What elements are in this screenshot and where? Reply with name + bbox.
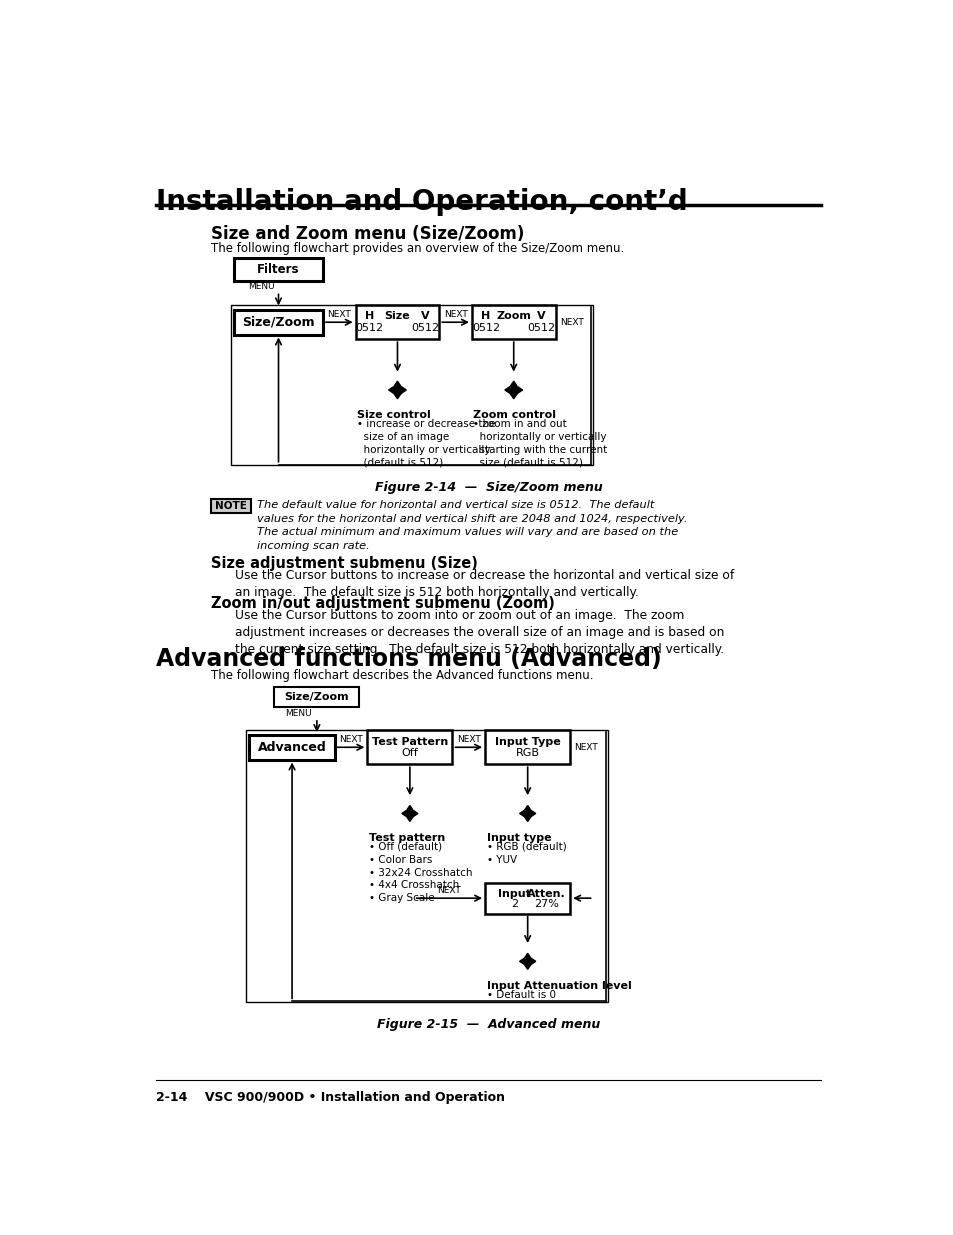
Polygon shape [401,387,406,394]
Text: Input Type: Input Type [495,737,560,747]
Text: Size/Zoom: Size/Zoom [242,316,314,329]
Polygon shape [517,387,522,394]
Text: Figure 2-15  —  Advanced menu: Figure 2-15 — Advanced menu [376,1018,600,1030]
Text: V: V [420,311,429,321]
Text: Size: Size [384,311,410,321]
Polygon shape [519,810,524,816]
Text: Size/Zoom: Size/Zoom [284,692,349,703]
Text: Input type: Input type [486,832,551,842]
Text: • Default is 0: • Default is 0 [486,989,555,1000]
Bar [246,730,607,1002]
Bar [524,958,530,965]
Text: MENU: MENU [248,282,274,291]
Text: 27%: 27% [534,899,558,909]
Text: NEXT: NEXT [327,310,351,319]
Text: 0512: 0512 [411,324,439,333]
Bar [472,305,555,340]
Text: Input: Input [497,888,531,899]
Text: NEXT: NEXT [338,735,362,745]
Polygon shape [524,965,530,969]
Polygon shape [531,810,536,816]
Text: • zoom in and out
  horizontally or vertically
  starting with the current
  siz: • zoom in and out horizontally or vertic… [473,419,607,468]
Polygon shape [510,382,517,387]
Text: The default value for horizontal and vertical size is 0512.  The default
values : The default value for horizontal and ver… [257,500,687,551]
Polygon shape [524,953,530,958]
Bar [211,499,251,514]
Polygon shape [504,387,510,394]
Text: Size adjustment submenu (Size): Size adjustment submenu (Size) [211,556,477,572]
Text: Size control: Size control [356,410,431,420]
Polygon shape [413,810,417,816]
Bar [231,305,592,466]
Text: • increase or decrease the
  size of an image
  horizontally or vertically
  (de: • increase or decrease the size of an im… [356,419,496,468]
Bar [274,687,359,708]
Text: Zoom: Zoom [496,311,531,321]
Text: Advanced functions menu (Advanced): Advanced functions menu (Advanced) [156,647,661,671]
Text: • Off (default)
• Color Bars
• 32x24 Crosshatch
• 4x4 Crosshatch
• Gray Scale: • Off (default) • Color Bars • 32x24 Cro… [369,842,472,903]
Polygon shape [401,810,406,816]
Bar [394,387,400,393]
Text: Test Pattern: Test Pattern [372,737,448,747]
Bar [367,730,452,764]
Text: NEXT: NEXT [574,742,598,752]
Text: Input Attenuation level: Input Attenuation level [486,981,631,990]
Text: • RGB (default)
• YUV: • RGB (default) • YUV [486,842,566,864]
Text: MENU: MENU [285,709,312,718]
Polygon shape [388,387,394,394]
Text: V: V [537,311,545,321]
Bar [484,883,570,914]
Bar [249,735,335,760]
Polygon shape [519,958,524,965]
Polygon shape [531,958,536,965]
Text: 0512: 0512 [355,324,383,333]
Text: 2: 2 [511,899,517,909]
Text: Use the Cursor buttons to zoom into or zoom out of an image.  The zoom
adjustmen: Use the Cursor buttons to zoom into or z… [235,609,724,657]
Text: 2-14    VSC 900/900D • Installation and Operation: 2-14 VSC 900/900D • Installation and Ope… [156,1091,505,1104]
Text: Advanced: Advanced [257,741,326,753]
Text: RGB: RGB [516,747,539,757]
Text: Size and Zoom menu (Size/Zoom): Size and Zoom menu (Size/Zoom) [211,225,523,243]
Text: H: H [365,311,374,321]
Text: Installation and Operation, cont’d: Installation and Operation, cont’d [156,188,687,216]
Text: The following flowchart provides an overview of the Size/Zoom menu.: The following flowchart provides an over… [211,242,623,256]
Text: Use the Cursor buttons to increase or decrease the horizontal and vertical size : Use the Cursor buttons to increase or de… [235,569,734,599]
Text: Test pattern: Test pattern [369,832,445,842]
Text: NEXT: NEXT [437,885,461,895]
Bar [510,387,517,393]
Polygon shape [524,816,530,821]
Text: Off: Off [401,747,417,757]
Bar [233,310,323,335]
Text: NOTE: NOTE [214,501,247,511]
Polygon shape [510,394,517,399]
Text: Figure 2-14  —  Size/Zoom menu: Figure 2-14 — Size/Zoom menu [375,480,602,494]
Bar [524,810,530,816]
Text: NEXT: NEXT [456,735,480,745]
Polygon shape [406,805,413,810]
Polygon shape [406,816,413,821]
Text: NEXT: NEXT [443,310,467,319]
Text: 0512: 0512 [527,324,555,333]
Bar [233,258,323,280]
Bar [407,810,413,816]
Text: Zoom control: Zoom control [473,410,556,420]
Polygon shape [394,382,400,387]
Polygon shape [524,805,530,810]
Text: 0512: 0512 [472,324,499,333]
Text: The following flowchart describes the Advanced functions menu.: The following flowchart describes the Ad… [211,668,593,682]
Polygon shape [394,394,400,399]
Text: NEXT: NEXT [559,317,583,327]
Text: Filters: Filters [257,263,299,275]
Text: H: H [480,311,490,321]
Text: Atten.: Atten. [526,888,565,899]
Bar [484,730,570,764]
Text: Zoom in/out adjustment submenu (Zoom): Zoom in/out adjustment submenu (Zoom) [211,597,554,611]
Bar [355,305,439,340]
